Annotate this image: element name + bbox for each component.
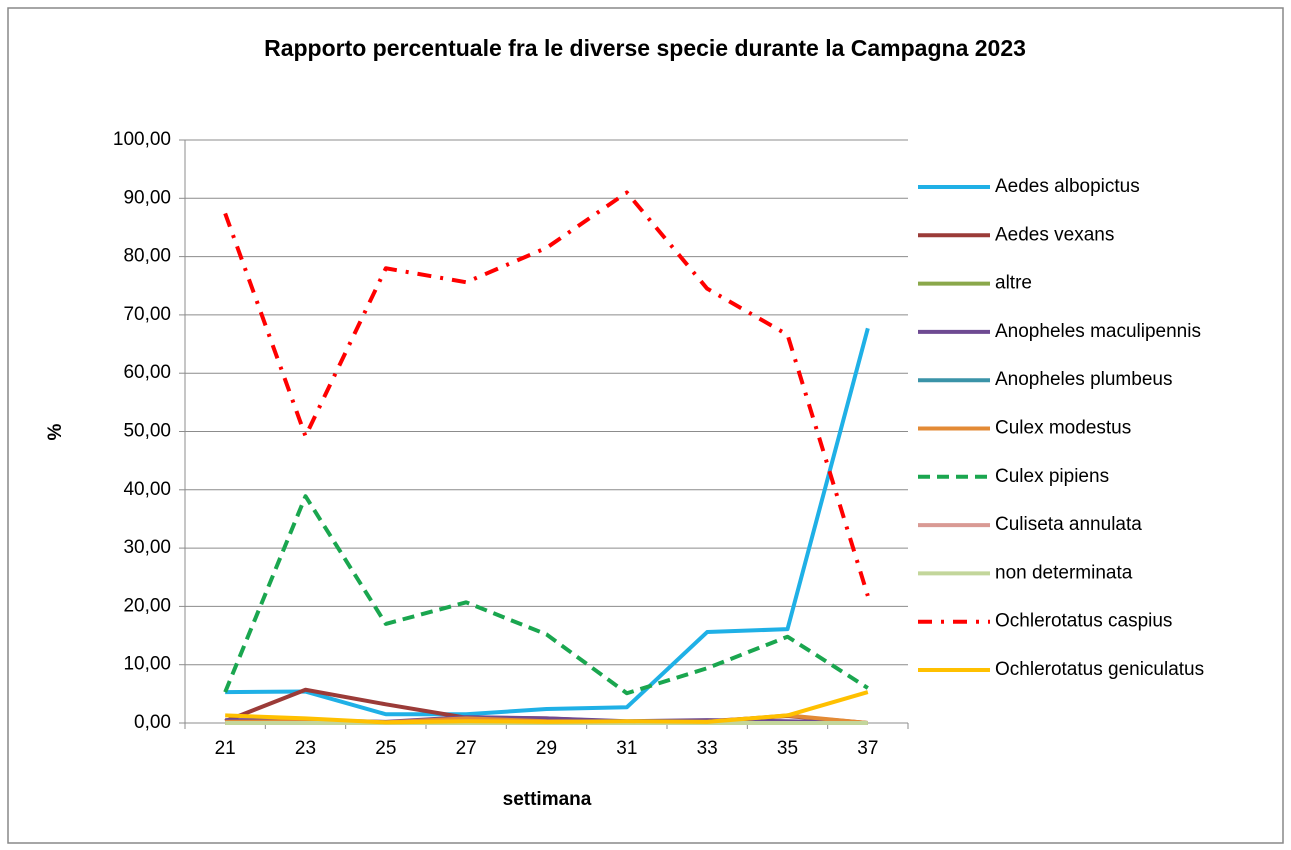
chart-border xyxy=(7,7,1284,844)
legend-label: Culex pipiens xyxy=(995,466,1109,487)
legend-label: Culiseta annulata xyxy=(995,514,1142,535)
y-tick-label: 100,00 xyxy=(113,129,171,150)
legend-label: non determinata xyxy=(995,562,1133,583)
x-tick-label: 29 xyxy=(536,738,557,759)
y-tick-label: 90,00 xyxy=(123,187,171,208)
legend-label: Culex modestus xyxy=(995,418,1131,439)
y-tick-label: 0,00 xyxy=(134,712,171,733)
x-tick-label: 27 xyxy=(456,738,477,759)
y-tick-label: 40,00 xyxy=(123,479,171,500)
x-tick-label: 33 xyxy=(697,738,718,759)
legend-label: Ochlerotatus geniculatus xyxy=(995,659,1204,680)
x-tick-label: 23 xyxy=(295,738,316,759)
series-line xyxy=(225,327,870,717)
y-tick-label: 50,00 xyxy=(123,421,171,442)
series-line xyxy=(223,494,869,696)
x-axis-title: settimana xyxy=(503,789,592,810)
chart-title: Rapporto percentuale fra le diverse spec… xyxy=(264,35,1026,61)
legend-label: Anopheles plumbeus xyxy=(995,369,1172,390)
x-tick-label: 37 xyxy=(857,738,878,759)
x-tick-label: 25 xyxy=(375,738,396,759)
legend-label: Ochlerotatus caspius xyxy=(995,611,1172,632)
legend-label: Aedes albopictus xyxy=(995,176,1140,197)
legend-label: Aedes vexans xyxy=(995,224,1114,245)
series-line xyxy=(223,190,870,597)
x-tick-label: 31 xyxy=(616,738,637,759)
legend-label: Anopheles maculipennis xyxy=(995,321,1201,342)
y-tick-label: 20,00 xyxy=(123,595,171,616)
x-tick-label: 21 xyxy=(215,738,236,759)
legend-label: altre xyxy=(995,273,1032,294)
series-line xyxy=(225,690,869,725)
y-tick-label: 60,00 xyxy=(123,362,171,383)
y-tick-label: 80,00 xyxy=(123,246,171,267)
y-tick-label: 10,00 xyxy=(123,654,171,675)
y-axis-title: % xyxy=(45,423,66,440)
y-tick-label: 70,00 xyxy=(123,304,171,325)
x-tick-label: 35 xyxy=(777,738,798,759)
y-tick-label: 30,00 xyxy=(123,537,171,558)
